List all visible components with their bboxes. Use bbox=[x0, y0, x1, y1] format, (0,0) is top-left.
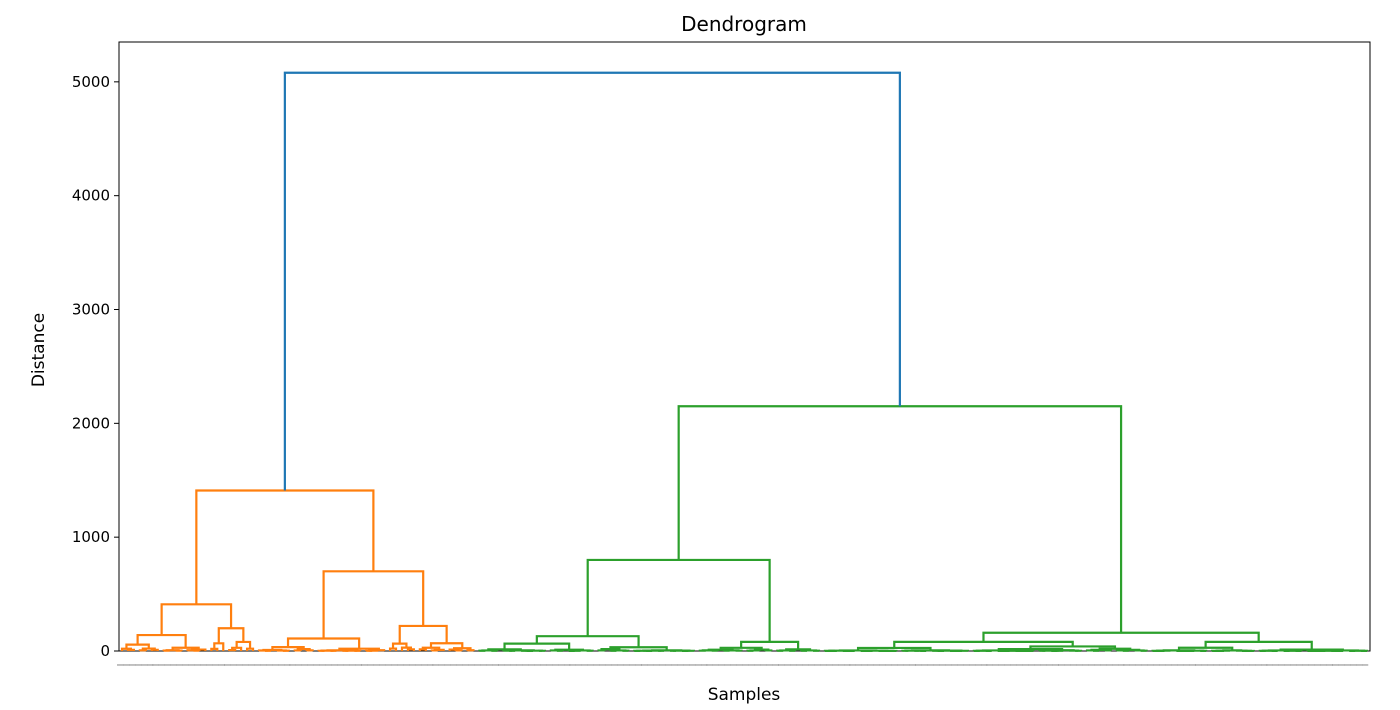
dendrogram-link bbox=[467, 650, 473, 651]
x-axis-label: Samples bbox=[708, 685, 781, 705]
dendrogram-link bbox=[983, 633, 1258, 642]
dendrogram-link bbox=[324, 571, 424, 638]
dendrogram-link bbox=[140, 650, 146, 651]
leaf-label: | bbox=[1362, 664, 1369, 666]
dendrogram-link bbox=[679, 406, 1121, 633]
y-axis: 0 1000 2000 3000 4000 5000 bbox=[72, 73, 119, 660]
y-tick-label: 0 bbox=[100, 642, 110, 660]
chart-title: Dendrogram bbox=[681, 12, 807, 36]
dendrogram-link bbox=[285, 73, 900, 491]
dendrogram-link bbox=[488, 649, 520, 650]
dendrogram-link bbox=[588, 560, 770, 642]
dendrogram-link bbox=[709, 650, 733, 651]
dendrogram-link bbox=[307, 650, 313, 651]
dendrogram-link bbox=[1092, 650, 1108, 651]
leaf-labels: ||||||||||||||||||||||||||||||||||||||||… bbox=[117, 664, 1369, 666]
dendrogram-link bbox=[400, 626, 447, 644]
dendrogram-link bbox=[1121, 650, 1139, 651]
dendrogram-link bbox=[755, 650, 768, 651]
dendrogram-link bbox=[599, 650, 605, 651]
dendrogram-link bbox=[435, 650, 444, 651]
dendrogram-link bbox=[138, 635, 186, 648]
y-tick-label: 3000 bbox=[72, 301, 110, 319]
dendrogram-link bbox=[196, 490, 373, 604]
y-tick-label: 5000 bbox=[72, 73, 110, 91]
y-tick-label: 1000 bbox=[72, 528, 110, 546]
dendrogram-link bbox=[555, 650, 583, 651]
y-axis-label: Distance bbox=[29, 313, 49, 387]
dendrogram-link bbox=[786, 649, 810, 650]
dendrogram-link bbox=[162, 604, 231, 635]
dendrogram-link bbox=[152, 650, 158, 651]
dendrogram-link bbox=[374, 650, 384, 651]
dendrogram-link bbox=[1100, 649, 1131, 650]
dendrogram-link bbox=[229, 650, 235, 651]
dendrogram-link bbox=[1281, 650, 1343, 651]
dendrogram-links bbox=[122, 73, 1367, 651]
dendrogram-link bbox=[295, 650, 301, 651]
dendrogram-link bbox=[128, 650, 134, 651]
dendrogram-link bbox=[537, 636, 639, 647]
y-tick-label: 2000 bbox=[72, 414, 110, 432]
y-tick-label: 4000 bbox=[72, 187, 110, 205]
